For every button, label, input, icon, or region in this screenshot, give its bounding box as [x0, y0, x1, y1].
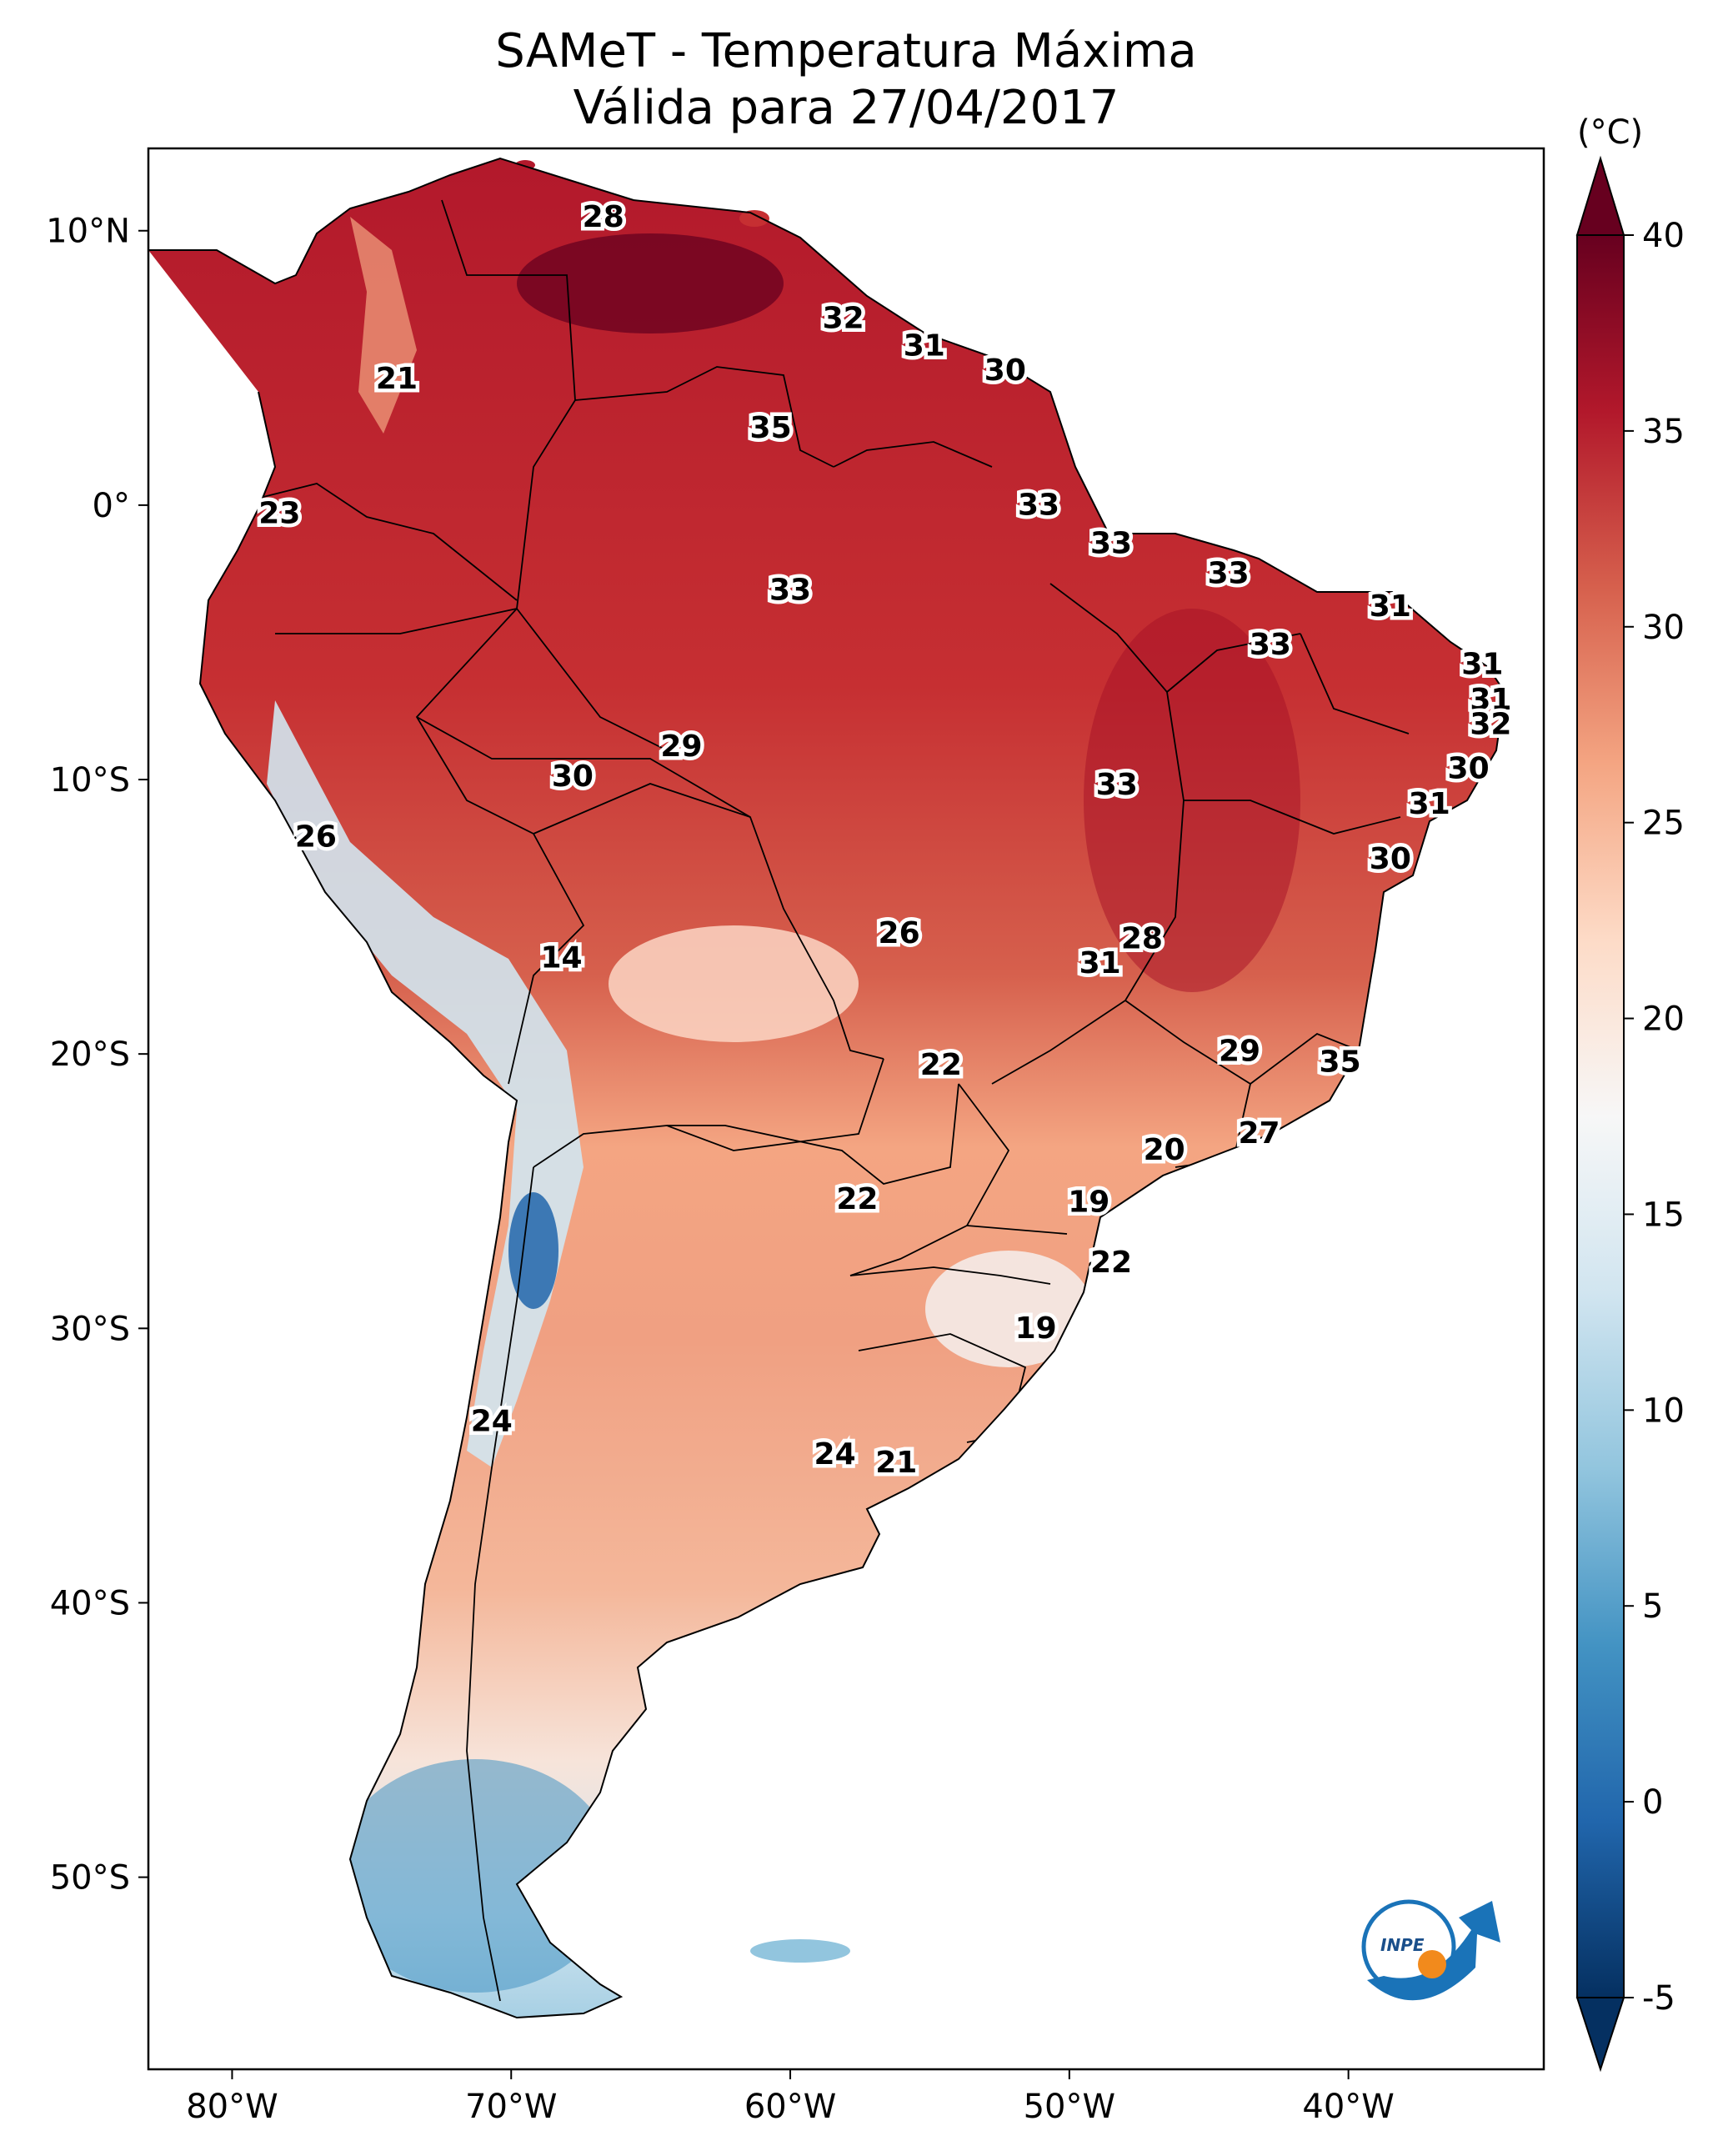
- city-temperature-label: 22: [1090, 1246, 1132, 1280]
- colorbar-tick-label: 0: [1642, 1783, 1663, 1822]
- city-temperature-label: 21: [376, 362, 418, 396]
- cool-south-brazil: [925, 1251, 1092, 1367]
- city-temperature-label: 28: [1121, 921, 1163, 955]
- colorbar-tick-label: 30: [1642, 609, 1685, 647]
- city-temperature-label: 29: [660, 730, 702, 764]
- lat-tick-label: 40°S: [50, 1584, 130, 1622]
- city-temperature-label: 26: [879, 916, 920, 950]
- city-temperature-label: 20: [1144, 1133, 1185, 1167]
- map-frame: [147, 147, 1545, 2071]
- city-temperature-labels: 2821232614243231303533333333313331313230…: [255, 196, 1515, 1483]
- city-temperature-label: 31: [1079, 946, 1121, 980]
- inpe-logo: INPE: [1361, 1899, 1500, 2001]
- temperature-field: [148, 158, 1505, 2018]
- longitude-ticks: 80°W 70°W 60°W 50°W 40°W: [186, 2069, 1395, 2126]
- colorbar-tick-label: 20: [1642, 1000, 1685, 1039]
- city-temperature-label: 21: [875, 1446, 917, 1480]
- city-temperature-label: 26: [295, 820, 337, 855]
- falkland-islands: [750, 1939, 850, 1963]
- coastline: [148, 157, 1506, 2019]
- colorbar-ticks: 40 35 30 25 20 15 10 5 0 -5: [1624, 217, 1685, 2018]
- lon-tick-label: 40°W: [1302, 2088, 1394, 2126]
- cool-colombia-andes: [350, 217, 417, 434]
- city-temperature-label: 29: [1219, 1034, 1260, 1068]
- colorbar-tick-label: 15: [1642, 1196, 1685, 1234]
- city-temperature-label: 19: [1015, 1311, 1057, 1346]
- colorbar-gradient: [1576, 234, 1625, 1998]
- country-borders: [249, 199, 1410, 2002]
- city-temperature-label: 32: [1470, 708, 1511, 742]
- lat-tick-label: 30°S: [50, 1310, 130, 1348]
- colorbar-extend-min: [1575, 1997, 1625, 2073]
- cold-core-andes: [508, 1192, 558, 1309]
- hot-core-venezuela: [517, 233, 784, 333]
- lon-tick-label: 50°W: [1024, 2088, 1115, 2126]
- lat-tick-label: 50°S: [50, 1859, 130, 1898]
- city-temperature-label: 14: [540, 940, 582, 975]
- city-temperature-label: 30: [984, 353, 1026, 388]
- colorbar-tick-label: 35: [1642, 413, 1685, 451]
- city-temperature-label: 31: [1409, 787, 1450, 821]
- colorbar-tick-label: 10: [1642, 1391, 1685, 1430]
- lat-tick-label: 10°N: [46, 213, 130, 251]
- latitude-ticks: 10°N 0° 10°S 20°S 30°S 40°S 50°S: [46, 213, 148, 1898]
- city-temperature-label: 23: [258, 496, 300, 530]
- city-temperature-label: 28: [583, 200, 624, 234]
- city-temperature-label: 33: [1096, 768, 1138, 802]
- city-temperature-label: 30: [1448, 751, 1490, 785]
- logo-dot: [1418, 1950, 1446, 1978]
- trinidad-island: [739, 210, 769, 227]
- city-temperature-label: 31: [1370, 589, 1411, 624]
- colorbar-tick-label: 40: [1642, 217, 1685, 255]
- lon-tick-label: 60°W: [744, 2088, 836, 2126]
- cool-chaco: [609, 925, 859, 1042]
- colorbar-tick-label: -5: [1642, 1979, 1675, 2018]
- city-temperature-label: 32: [823, 302, 864, 336]
- logo-swoosh: [1367, 1901, 1500, 2001]
- lat-tick-label: 0°: [93, 487, 130, 525]
- city-temperature-label: 33: [1090, 526, 1132, 560]
- city-temperature-label: 31: [1470, 683, 1511, 717]
- colorbar-extend-max: [1575, 155, 1625, 236]
- city-temperature-label: 33: [769, 573, 811, 607]
- city-temperature-label: 33: [1018, 488, 1059, 522]
- cold-patagonia: [333, 1759, 617, 1993]
- lat-tick-label: 20°S: [50, 1035, 130, 1074]
- logo-text: INPE: [1380, 1935, 1425, 1955]
- colorbar-unit: (°C): [1577, 113, 1643, 152]
- city-temperature-label: 19: [1068, 1185, 1109, 1219]
- colorbar-tick-label: 5: [1642, 1587, 1663, 1626]
- land-base: [148, 158, 1505, 2018]
- city-temperature-label: 22: [836, 1182, 878, 1216]
- city-temperature-label: 35: [750, 411, 792, 445]
- title-line-1: SAMeT - Temperatura Máxima: [495, 24, 1197, 78]
- city-temperature-label: 27: [1238, 1116, 1280, 1151]
- lat-tick-label: 10°S: [50, 761, 130, 800]
- city-temperature-label: 24: [814, 1437, 856, 1472]
- title-line-2: Válida para 27/04/2017: [573, 81, 1119, 135]
- city-temperature-label: 31: [904, 328, 945, 363]
- city-temperature-label: 30: [1370, 842, 1411, 876]
- cool-andes: [267, 700, 584, 1467]
- city-temperature-label: 33: [1250, 628, 1291, 662]
- city-temperature-label: 33: [1208, 557, 1250, 591]
- lon-tick-label: 70°W: [465, 2088, 557, 2126]
- city-temperature-label: 31: [1461, 647, 1503, 681]
- city-temperature-label: 22: [920, 1048, 962, 1082]
- city-temperature-label: 30: [552, 760, 594, 794]
- lon-tick-label: 80°W: [186, 2088, 278, 2126]
- colorbar-tick-label: 25: [1642, 805, 1685, 843]
- colorbar: (°C) 40 35 30 25 20 15 10 5 0 -5: [1575, 113, 1685, 2073]
- city-temperature-label: 24: [471, 1405, 513, 1439]
- city-temperature-label: 35: [1320, 1045, 1361, 1080]
